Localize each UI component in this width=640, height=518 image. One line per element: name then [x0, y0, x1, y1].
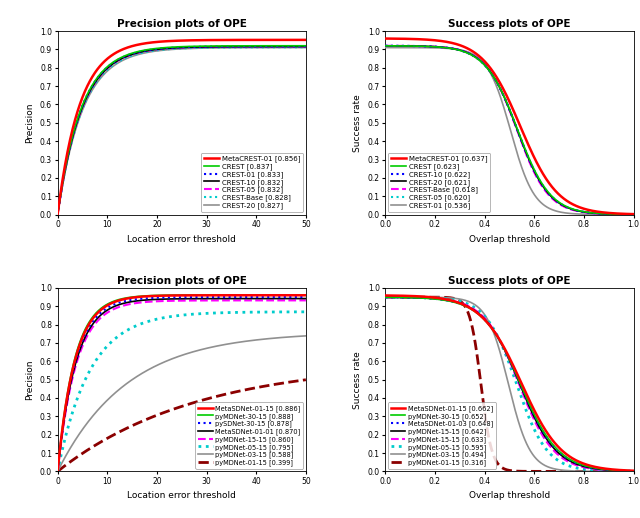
Title: Precision plots of OPE: Precision plots of OPE — [117, 276, 246, 286]
Y-axis label: Success rate: Success rate — [353, 94, 362, 152]
Y-axis label: Precision: Precision — [26, 359, 35, 400]
Legend: MetaCREST-01 [0.637], CREST [0.623], CREST-10 [0.622], CREST-20 [0.621], CREST-B: MetaCREST-01 [0.637], CREST [0.623], CRE… — [388, 153, 490, 212]
X-axis label: Overlap threshold: Overlap threshold — [469, 235, 550, 243]
X-axis label: Location error threshold: Location error threshold — [127, 235, 236, 243]
Legend: MetaSDNet-01-15 [0.662], pyMDNet-30-15 [0.652], MetaSDNet-01-03 [0.648], pyMDNet: MetaSDNet-01-15 [0.662], pyMDNet-30-15 [… — [388, 402, 496, 469]
X-axis label: Overlap threshold: Overlap threshold — [469, 492, 550, 500]
X-axis label: Location error threshold: Location error threshold — [127, 492, 236, 500]
Y-axis label: Success rate: Success rate — [353, 351, 362, 409]
Legend: MetaSDNet-01-15 [0.886], pyMDNet-30-15 [0.888], pySDNet-30-15 [0.878], MetaSDNet: MetaSDNet-01-15 [0.886], pyMDNet-30-15 [… — [195, 402, 303, 469]
Title: Success plots of OPE: Success plots of OPE — [448, 276, 571, 286]
Title: Success plots of OPE: Success plots of OPE — [448, 19, 571, 29]
Y-axis label: Precision: Precision — [26, 103, 35, 143]
Legend: MetaCREST-01 [0.856], CREST [0.837], CREST-01 [0.833], CREST-10 [0.832], CREST-0: MetaCREST-01 [0.856], CREST [0.837], CRE… — [201, 153, 303, 212]
Title: Precision plots of OPE: Precision plots of OPE — [117, 19, 246, 29]
